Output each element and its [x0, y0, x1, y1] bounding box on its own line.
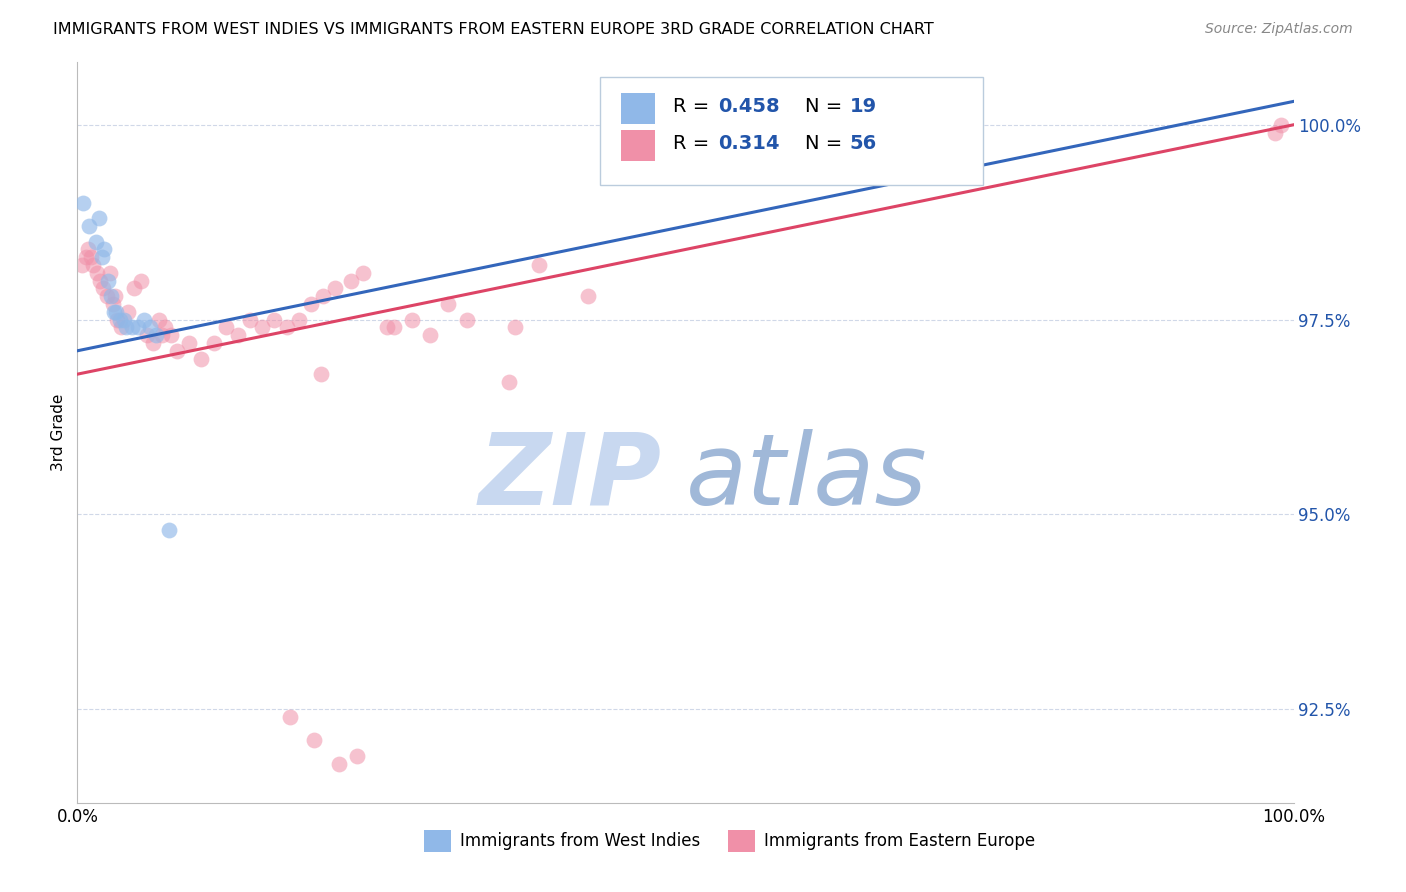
Text: N =: N =: [804, 97, 848, 116]
Point: [346, 749, 368, 764]
Text: Immigrants from Eastern Europe: Immigrants from Eastern Europe: [765, 832, 1036, 850]
Text: atlas: atlas: [686, 428, 927, 525]
Point: [340, 274, 363, 288]
Text: R =: R =: [673, 97, 716, 116]
Point: [287, 312, 309, 326]
Text: 56: 56: [849, 135, 877, 153]
Point: [437, 297, 460, 311]
Point: [80, 250, 103, 264]
Point: [134, 312, 156, 326]
Text: R =: R =: [673, 135, 716, 153]
Point: [309, 367, 332, 381]
Point: [157, 523, 180, 537]
Point: [139, 320, 162, 334]
Point: [401, 312, 423, 326]
Point: [77, 243, 100, 257]
Point: [576, 289, 599, 303]
Point: [215, 320, 238, 334]
FancyBboxPatch shape: [728, 830, 755, 853]
Text: IMMIGRANTS FROM WEST INDIES VS IMMIGRANTS FROM EASTERN EUROPE 3RD GRADE CORRELAT: IMMIGRANTS FROM WEST INDIES VS IMMIGRANT…: [53, 22, 934, 37]
Point: [226, 328, 249, 343]
FancyBboxPatch shape: [621, 130, 655, 161]
Point: [103, 305, 125, 319]
Point: [89, 211, 111, 226]
Point: [304, 733, 326, 747]
Point: [107, 312, 129, 326]
Point: [100, 289, 122, 303]
Point: [382, 320, 405, 334]
Text: N =: N =: [804, 135, 848, 153]
Y-axis label: 3rd Grade: 3rd Grade: [51, 394, 66, 471]
Point: [352, 266, 374, 280]
Text: 0.458: 0.458: [718, 97, 780, 116]
Point: [96, 289, 118, 303]
Point: [82, 258, 104, 272]
Point: [377, 320, 399, 334]
Point: [142, 336, 165, 351]
Point: [263, 312, 285, 326]
Point: [328, 756, 350, 771]
Point: [127, 320, 149, 334]
Point: [529, 258, 551, 272]
Point: [148, 312, 170, 326]
FancyBboxPatch shape: [621, 93, 655, 124]
Point: [250, 320, 273, 334]
Point: [202, 336, 225, 351]
Point: [419, 328, 441, 343]
Point: [89, 274, 111, 288]
Point: [124, 281, 146, 295]
Point: [72, 195, 94, 210]
Point: [299, 297, 322, 311]
Point: [278, 710, 301, 724]
Point: [115, 320, 138, 334]
FancyBboxPatch shape: [425, 830, 451, 853]
Point: [145, 328, 167, 343]
Point: [108, 312, 131, 326]
Point: [135, 328, 157, 343]
Text: Immigrants from West Indies: Immigrants from West Indies: [460, 832, 700, 850]
Point: [112, 312, 135, 326]
Point: [101, 297, 124, 311]
Point: [190, 351, 212, 366]
Point: [152, 328, 174, 343]
Point: [117, 305, 139, 319]
Point: [153, 320, 176, 334]
Point: [110, 320, 132, 334]
Point: [93, 243, 115, 257]
Point: [121, 320, 143, 334]
Point: [503, 320, 526, 334]
Point: [129, 274, 152, 288]
Point: [323, 281, 346, 295]
Point: [312, 289, 335, 303]
Point: [498, 375, 520, 389]
Text: Source: ZipAtlas.com: Source: ZipAtlas.com: [1205, 22, 1353, 37]
Point: [456, 312, 478, 326]
Point: [160, 328, 183, 343]
Point: [239, 312, 262, 326]
Point: [84, 235, 107, 249]
Point: [104, 289, 127, 303]
Point: [179, 336, 201, 351]
Text: 0.314: 0.314: [718, 135, 780, 153]
Point: [90, 250, 112, 264]
Point: [166, 343, 188, 358]
Point: [276, 320, 298, 334]
Point: [70, 258, 93, 272]
FancyBboxPatch shape: [600, 78, 983, 185]
Point: [1270, 118, 1292, 132]
Text: 19: 19: [849, 97, 877, 116]
Point: [79, 219, 101, 233]
Text: ZIP: ZIP: [478, 428, 661, 525]
Point: [98, 266, 121, 280]
Point: [105, 305, 128, 319]
Point: [86, 266, 108, 280]
Point: [75, 250, 97, 264]
Point: [91, 281, 114, 295]
Point: [1264, 126, 1286, 140]
Point: [97, 274, 120, 288]
